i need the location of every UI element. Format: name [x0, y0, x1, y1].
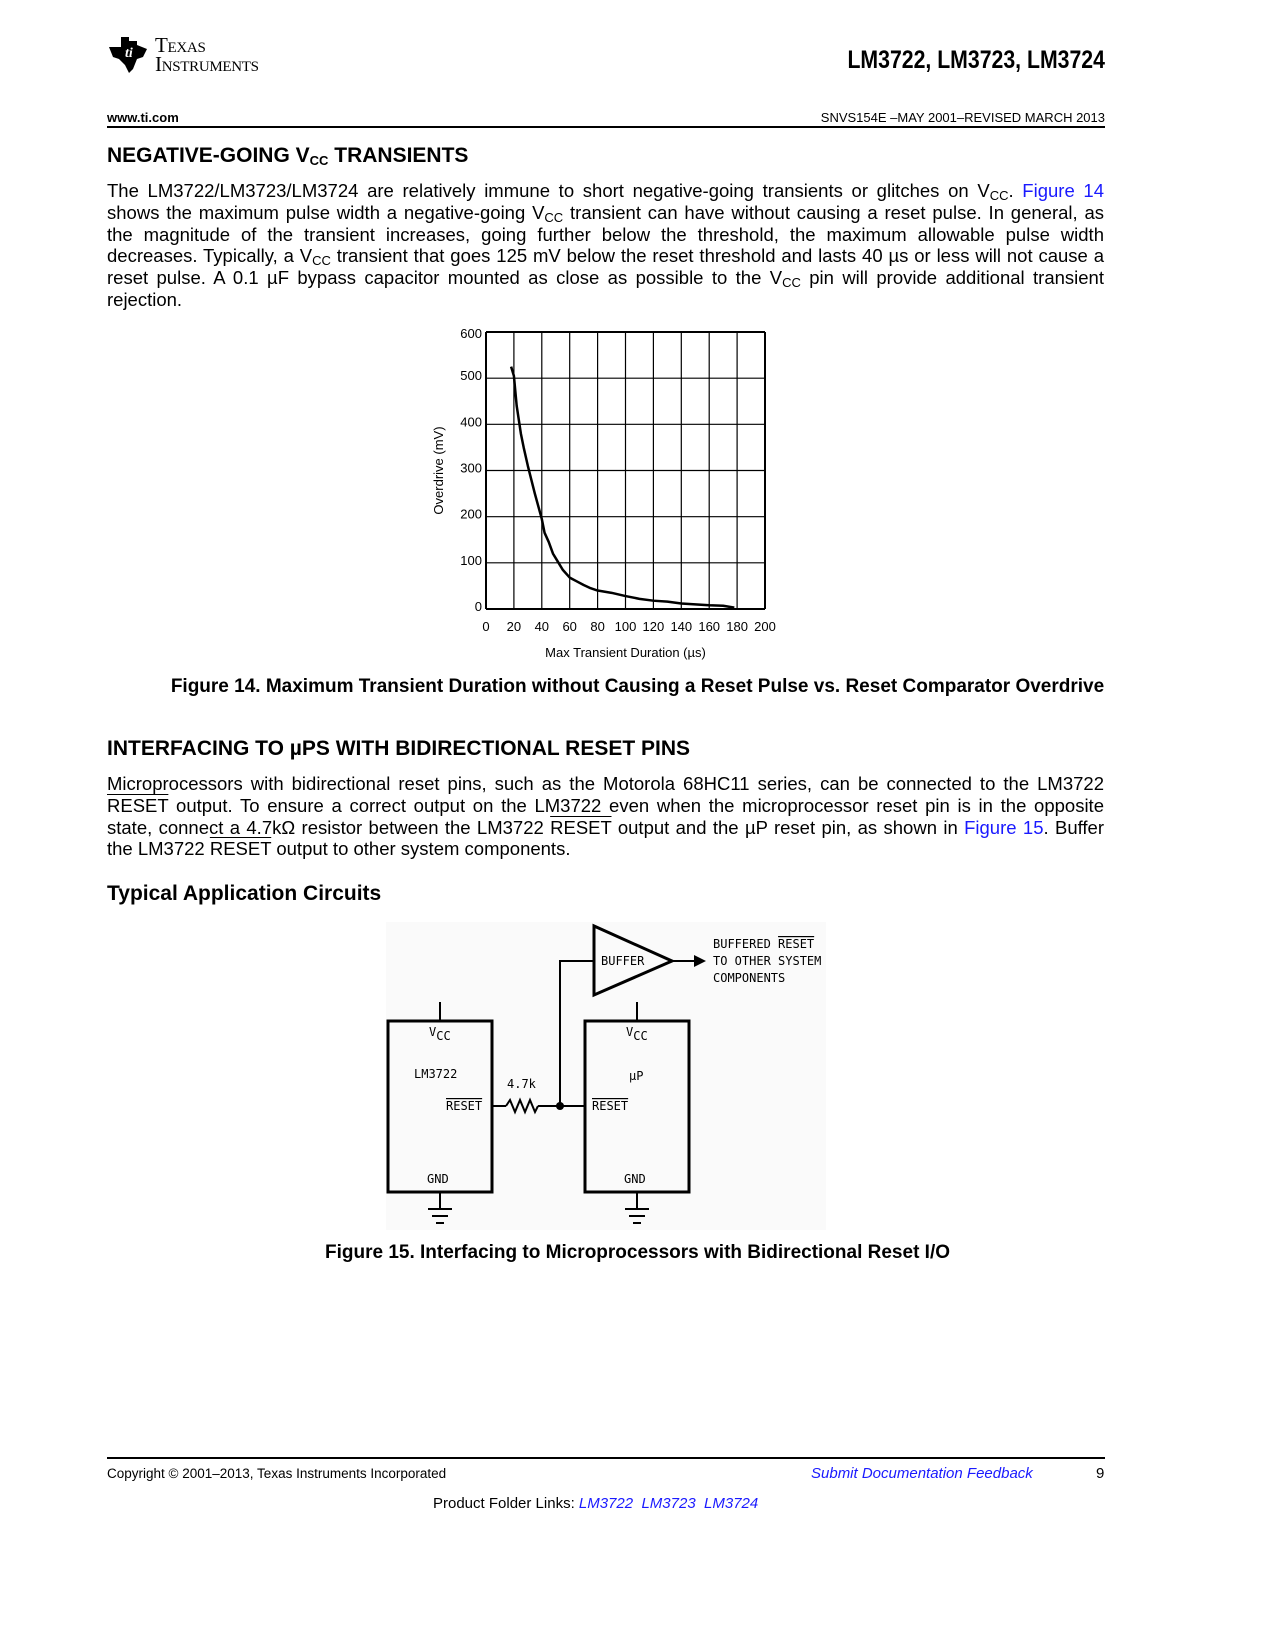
vcc-label-1: VCC — [429, 1025, 451, 1043]
gnd-label-1: GND — [427, 1172, 449, 1186]
figure-14-link[interactable]: Figure 14 — [1022, 180, 1104, 201]
reset-pin-label-1: RESET — [446, 1099, 482, 1113]
x-tick-label: 60 — [562, 619, 576, 634]
logo-line2: Instruments — [155, 52, 259, 76]
logo-line1: Texas — [155, 33, 206, 57]
folder-link-lm3724[interactable]: LM3724 — [704, 1495, 759, 1512]
junction-dot — [556, 1102, 564, 1110]
ti-logo-icon: ti — [109, 37, 147, 73]
folder-link-lm3723[interactable]: LM3723 — [641, 1495, 696, 1512]
output-label-line2: TO OTHER SYSTEM — [713, 954, 821, 968]
document-id: SNVS154E –MAY 2001–REVISED MARCH 2013 — [820, 110, 1105, 125]
y-tick-label: 400 — [460, 414, 482, 429]
output-label-line3: COMPONENTS — [713, 971, 785, 985]
y-tick-label: 0 — [475, 599, 482, 614]
output-label-line1: BUFFERED RESET — [713, 937, 814, 951]
section-title-typical-circuits: Typical Application Circuits — [107, 882, 382, 905]
microprocessor-label: µP — [629, 1069, 643, 1083]
gnd-label-2: GND — [624, 1172, 646, 1186]
x-tick-label: 160 — [698, 619, 720, 634]
copyright: Copyright © 2001–2013, Texas Instruments… — [107, 1466, 447, 1481]
overdrive-curve — [509, 366, 735, 609]
y-axis-label: Overdrive (mV) — [431, 426, 446, 514]
section-title-transients: NEGATIVE-GOING VCC TRANSIENTS — [107, 144, 469, 168]
buffer-label: BUFFER — [601, 954, 645, 968]
part-numbers: LM3722, LM3723, LM3724 — [847, 46, 1105, 74]
section-title-interfacing: INTERFACING TO µPS WITH BIDIRECTIONAL RE… — [107, 737, 691, 760]
lm3722-label: LM3722 — [414, 1067, 457, 1081]
submit-feedback-link[interactable]: Submit Documentation Feedback — [811, 1465, 1033, 1482]
interface-circuit-diagram: BUFFER BUFFERED RESET TO OTHER SYSTEM CO… — [386, 922, 826, 1230]
y-tick-label: 500 — [460, 368, 482, 383]
x-tick-label: 140 — [670, 619, 692, 634]
resistor-symbol — [505, 1097, 539, 1115]
folder-link-lm3722[interactable]: LM3722 — [578, 1495, 634, 1512]
x-tick-label: 40 — [535, 619, 549, 634]
transients-paragraph: The LM3722/LM3723/LM3724 are relatively … — [107, 180, 1105, 310]
x-tick-label: 80 — [590, 619, 604, 634]
figure-15-link[interactable]: Figure 15 — [964, 816, 1044, 838]
resistor-label: 4.7k — [507, 1077, 537, 1091]
x-axis-label: Max Transient Duration (µs) — [545, 645, 706, 660]
reset-pin-label-2: RESET — [592, 1099, 628, 1113]
website-link[interactable]: www.ti.com — [107, 110, 179, 125]
figure-14-caption: Figure 14. Maximum Transient Duration wi… — [170, 676, 1105, 697]
svg-text:ti: ti — [125, 46, 133, 61]
x-tick-label: 0 — [482, 619, 489, 634]
y-tick-label: 600 — [460, 326, 482, 341]
x-tick-label: 180 — [726, 619, 748, 634]
x-tick-label: 200 — [754, 619, 776, 634]
vcc-label-2: VCC — [626, 1025, 648, 1043]
interfacing-paragraph: Microprocessors with bidirectional reset… — [107, 773, 1105, 860]
product-folder-links: Product Folder Links: LM3722 LM3723 LM37… — [433, 1495, 759, 1512]
figure-15-caption: Figure 15. Interfacing to Microprocessor… — [324, 1242, 951, 1263]
y-tick-label: 300 — [460, 461, 482, 476]
page-number: 9 — [1096, 1465, 1105, 1482]
arrow-icon — [694, 955, 706, 967]
x-tick-label: 100 — [615, 619, 637, 634]
x-tick-label: 20 — [507, 619, 521, 634]
header-rule — [107, 126, 1105, 128]
ti-logo: ti Texas Instruments — [107, 35, 259, 75]
y-tick-label: 100 — [460, 553, 482, 568]
footer-rule — [107, 1457, 1105, 1459]
overdrive-chart: 0 20 40 60 80 100 120 140 160 180 200 0 100 200 300 400… — [431, 326, 776, 660]
y-tick-label: 200 — [460, 507, 482, 522]
x-tick-label: 120 — [643, 619, 665, 634]
